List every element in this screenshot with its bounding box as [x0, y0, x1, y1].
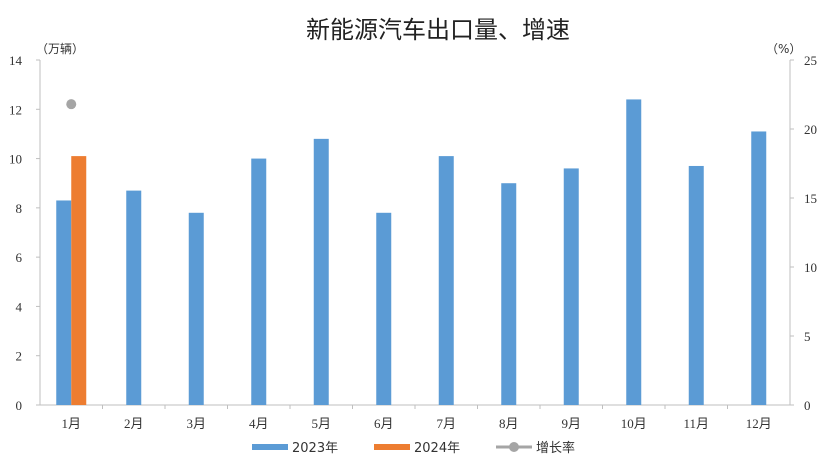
- left-tick-label: 4: [16, 299, 23, 314]
- x-tick-label: 1月: [61, 416, 81, 431]
- left-tick-label: 12: [9, 102, 22, 117]
- right-tick-label: 10: [804, 260, 817, 275]
- x-tick-label: 3月: [186, 416, 206, 431]
- right-tick-label: 0: [804, 398, 811, 413]
- left-axis-ticks: 0 2 4 6 8 10 12 14: [9, 53, 40, 413]
- x-tick-label: 9月: [561, 416, 581, 431]
- left-axis-unit: （万辆）: [36, 42, 84, 56]
- bar-2023年-6月: [376, 212, 392, 405]
- right-axis-ticks: 0 5 10 15 20 25: [790, 53, 817, 413]
- bar-2023年-3月: [188, 212, 204, 405]
- x-tick-label: 5月: [311, 416, 331, 431]
- legend-label-growth: 增长率: [536, 440, 575, 456]
- legend-item-2023: 2023年: [252, 441, 338, 456]
- bar-2023年-4月: [251, 158, 267, 405]
- legend: 2023年 2024年 增长率: [252, 440, 575, 456]
- right-tick-label: 5: [804, 329, 811, 344]
- x-tick-label: 12月: [746, 416, 772, 431]
- left-tick-label: 2: [16, 349, 23, 364]
- x-tick-label: 2月: [124, 416, 144, 431]
- x-tick-label: 11月: [683, 416, 709, 431]
- bars: [56, 99, 767, 405]
- bar-2023年-10月: [626, 99, 642, 405]
- legend-label-2024: 2024年: [414, 441, 460, 456]
- x-tick-label: 6月: [374, 416, 394, 431]
- legend-item-2024: 2024年: [374, 441, 460, 456]
- left-tick-label: 6: [16, 250, 23, 265]
- x-tick-label: 4月: [249, 416, 269, 431]
- bar-2023年-9月: [563, 168, 579, 405]
- bar-2023年-7月: [438, 156, 454, 405]
- x-tick-label: 8月: [499, 416, 519, 431]
- growth-point-1月: [66, 99, 77, 110]
- bar-2023年-1月: [56, 200, 72, 405]
- growth-markers: [66, 99, 77, 110]
- x-tick-label: 10月: [621, 416, 647, 431]
- left-tick-label: 14: [9, 53, 23, 68]
- bar-2023年-8月: [501, 183, 517, 405]
- legend-item-growth: 增长率: [496, 440, 575, 456]
- bar-2023年-11月: [688, 165, 704, 405]
- right-axis-unit: （%）: [766, 42, 801, 56]
- left-tick-label: 0: [16, 398, 23, 413]
- right-tick-label: 25: [804, 53, 817, 68]
- chart-title: 新能源汽车出口量、增速: [306, 16, 570, 44]
- bar-2023年-12月: [751, 131, 767, 405]
- legend-label-2023: 2023年: [292, 441, 338, 456]
- x-tick-label: 7月: [436, 416, 456, 431]
- bar-2023年-5月: [313, 138, 329, 405]
- x-axis-ticks: 1月 2月 3月 4月 5月 6月 7月 8月 9月 10月 11月 12月: [61, 405, 772, 431]
- left-tick-label: 10: [9, 152, 22, 167]
- right-tick-label: 20: [804, 122, 817, 137]
- left-tick-label: 8: [16, 201, 23, 216]
- bar-2023年-2月: [126, 190, 142, 405]
- bar-2024年-1月: [71, 156, 87, 405]
- right-tick-label: 15: [804, 191, 817, 206]
- legend-marker-growth: [509, 442, 519, 452]
